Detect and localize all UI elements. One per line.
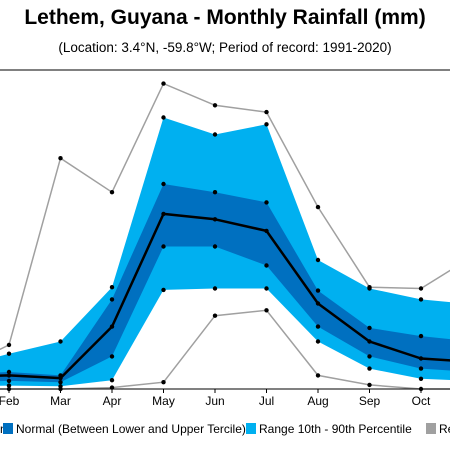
percentile-upper-point (367, 286, 372, 291)
percentile-lower-point (6, 383, 12, 388)
median-point (315, 301, 321, 306)
x-tick-label: May (152, 394, 175, 408)
legend-label: Range 10th - 90th Percentile (259, 422, 412, 436)
tercile-upper-point (367, 325, 372, 331)
tercile-upper-point (6, 369, 12, 375)
tercile-upper-point (264, 200, 269, 205)
tercile-lower-point (58, 380, 63, 385)
tercile-upper-point (212, 190, 218, 195)
record-min-point (367, 382, 372, 388)
tercile-lower-point (109, 354, 115, 359)
percentile-upper-point (109, 285, 115, 290)
tercile-lower-point (264, 263, 269, 268)
chart-subtitle: (Location: 3.4°N, -59.8°W; Period of rec… (58, 40, 392, 55)
tercile-lower-point (315, 324, 321, 329)
percentile-lower-point (109, 378, 115, 383)
record-min-point (315, 373, 321, 378)
legend-swatch (426, 423, 436, 434)
median-point (418, 356, 424, 361)
percentile-upper-point (212, 132, 218, 137)
chart-title: Lethem, Guyana - Monthly Rainfall (mm) (24, 6, 426, 29)
percentile-lower-point (367, 366, 372, 371)
percentile-upper-point (6, 351, 12, 356)
record-min-point (212, 313, 218, 318)
record-min-point (264, 308, 269, 313)
x-tick-label: Apr (103, 394, 122, 408)
percentile-upper-point (161, 115, 166, 120)
record-max-point (161, 81, 166, 86)
percentile-upper-point (418, 297, 424, 302)
median-point (264, 228, 269, 234)
record-max-point (315, 204, 321, 210)
median-point (212, 217, 218, 222)
x-tick-label: Jun (205, 394, 224, 408)
legend: nNormal (Between Lower and Upper Tercile… (0, 422, 450, 436)
tercile-upper-point (161, 181, 166, 187)
median-point (6, 373, 12, 378)
percentile-lower-point (315, 339, 321, 344)
median-point (109, 324, 115, 329)
record-max-point (418, 286, 424, 291)
percentile-lower-point (212, 286, 218, 291)
tercile-lower-point (367, 354, 372, 359)
x-tick-label: Sep (359, 394, 381, 408)
percentile-lower-point (58, 384, 63, 389)
median-point (58, 375, 63, 381)
legend-swatch (246, 423, 256, 434)
tercile-lower-point (6, 378, 12, 384)
record-max-point (212, 103, 218, 108)
x-ticks-layer: Feb Mar Apr May Jun Jul Aug Sep Oct (0, 389, 431, 408)
record-max-point (109, 190, 115, 195)
percentile-upper-point (315, 257, 321, 263)
x-tick-label: Oct (412, 394, 431, 408)
tercile-lower-point (161, 244, 166, 249)
percentile-upper-point (58, 339, 63, 344)
tercile-upper-point (315, 288, 321, 293)
percentile-lower-point (264, 286, 269, 291)
percentile-lower-point (418, 376, 424, 381)
record-min-point (161, 380, 166, 385)
median-point (161, 211, 166, 217)
tercile-upper-point (109, 297, 115, 302)
percentile-lower-point (161, 287, 166, 293)
tercile-lower-point (418, 366, 424, 371)
points-layer (6, 81, 424, 392)
record-max-point (264, 109, 269, 115)
x-tick-label: Mar (50, 394, 71, 408)
record-max-point (58, 156, 63, 161)
legend-swatch (3, 423, 13, 434)
record-max-point (6, 342, 12, 348)
legend-label: Normal (Between Lower and Upper Tercile) (16, 422, 246, 436)
percentile-upper-point (264, 122, 269, 127)
x-tick-label: Jul (259, 394, 274, 408)
legend-label: Re (439, 422, 450, 436)
tercile-band (0, 184, 450, 383)
x-tick-label: Feb (0, 394, 20, 408)
x-tick-label: Aug (307, 394, 328, 408)
median-point (367, 339, 372, 344)
tercile-upper-point (418, 333, 424, 339)
tercile-lower-point (212, 244, 218, 249)
